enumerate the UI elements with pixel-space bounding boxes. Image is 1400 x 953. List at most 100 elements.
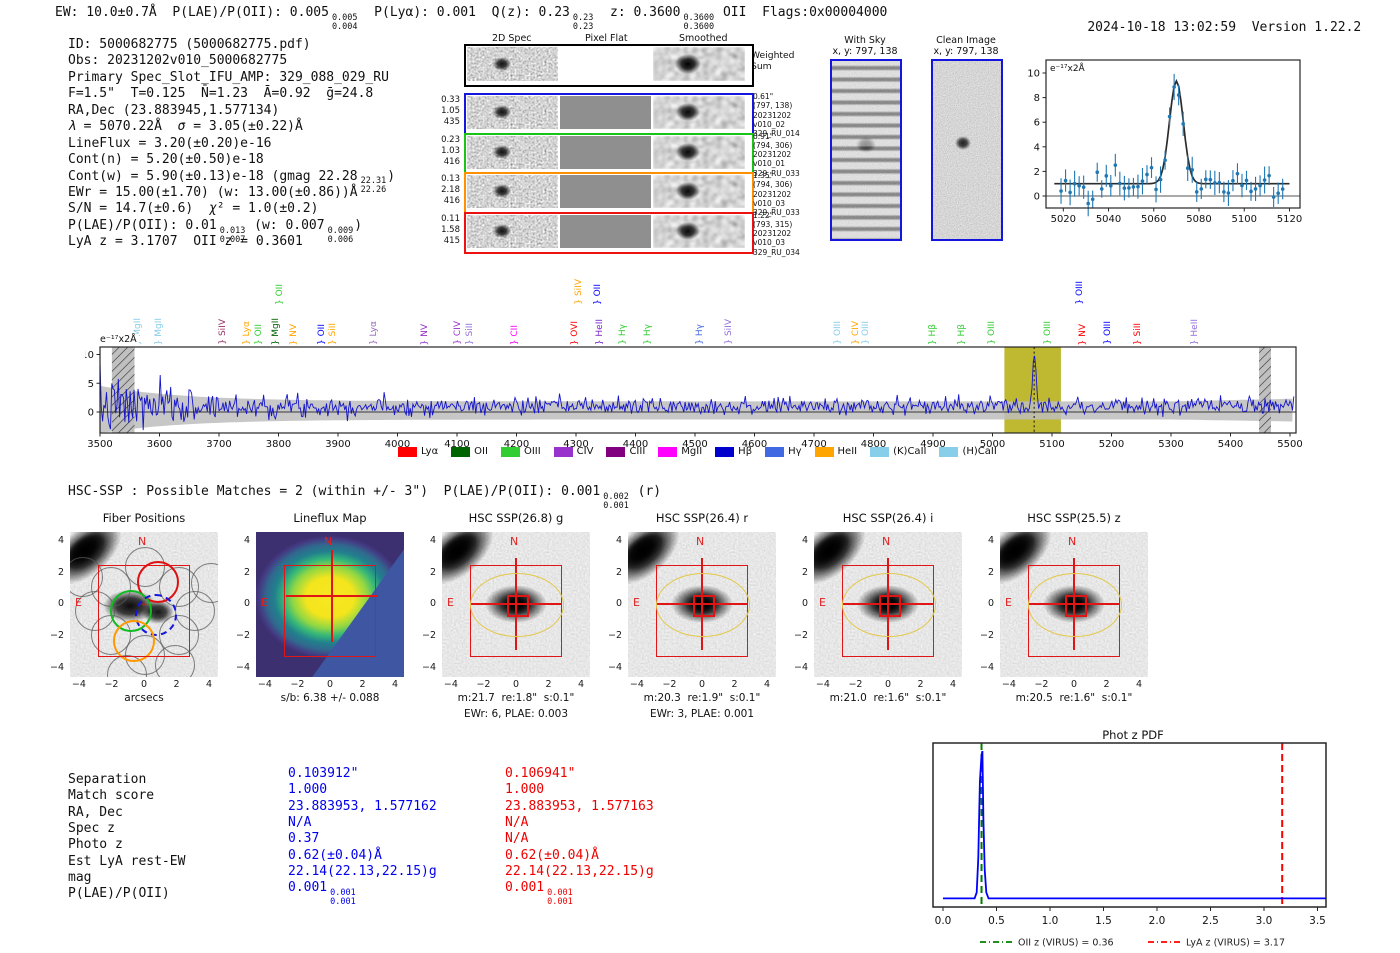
data-point — [1099, 187, 1104, 191]
emission-line-label: } Lyα — [241, 320, 252, 345]
italic-symbol: σ — [177, 119, 186, 135]
x-tick-label: 3.0 — [1256, 915, 1273, 927]
fiber-pixelflat-image — [560, 175, 651, 208]
data-point — [1185, 166, 1190, 171]
x-tick-label: 2 — [359, 679, 366, 690]
y-tick-label: 2 — [801, 566, 808, 578]
plot-frame — [99, 346, 1297, 434]
error-band — [100, 385, 1293, 433]
x-tick-label: −4 — [71, 679, 86, 690]
flat-bg — [560, 214, 651, 248]
cutout-caption: m:20.3 re:1.9" s:0.1" — [643, 692, 761, 704]
y-tick-label: −4 — [979, 662, 994, 674]
x-tick-label: −4 — [815, 679, 830, 690]
source-blob — [955, 136, 971, 150]
legend-swatch — [814, 446, 834, 457]
data-point — [1208, 177, 1213, 182]
y-tick-label: 0 — [615, 598, 622, 610]
emission-line-label: } CIV — [452, 321, 463, 345]
fraction-top: 22.31 — [360, 176, 387, 187]
legend-swatch — [715, 446, 735, 457]
info-line: EWr = 15.00(±1.70) (w: 13.00(±0.86))Å — [68, 184, 358, 200]
match-value-blue: 0.103912" — [288, 766, 359, 781]
match-row-label: mag — [68, 869, 92, 885]
fraction-top: 0.013 — [219, 225, 246, 236]
x-tick-label: 5120 — [1277, 214, 1302, 225]
pdf-curve — [943, 750, 1327, 900]
legend-label-oii: OII z (VIRUS) = 0.36 — [1018, 938, 1114, 949]
y-tick-label: 0 — [1034, 192, 1040, 203]
y-tick-label: 0 — [987, 598, 994, 610]
compass-north: N — [510, 535, 519, 548]
x-tick-label: 5500 — [1277, 439, 1302, 450]
match-value-blue: 1.000 — [288, 782, 328, 798]
spec2d-fiber-row — [464, 211, 754, 254]
match-value-red: 23.883953, 1.577163 — [505, 798, 654, 814]
y-tick-label: 4 — [243, 534, 250, 546]
data-point — [1145, 172, 1149, 177]
emission-line-label: } NV — [288, 323, 299, 345]
x-tick-label: −4 — [629, 679, 644, 690]
x-tick-label: 2 — [1103, 679, 1110, 690]
x-tick-label: 4700 — [801, 439, 826, 450]
flat-bg — [560, 175, 651, 208]
match-value-red: N/A — [505, 814, 529, 830]
weighted-2dspec-image — [467, 47, 558, 81]
data-point — [1253, 187, 1258, 191]
fraction-bottom: 0.001 — [330, 896, 356, 907]
x-tick-label: 4300 — [563, 439, 588, 450]
legend-swatch — [658, 446, 678, 457]
noise-bg — [467, 214, 558, 248]
fiber-circle — [70, 557, 103, 597]
data-point — [1095, 170, 1100, 175]
cutout-caption: s/b: 6.38 +/- 0.088 — [280, 692, 380, 704]
stacked-fraction: 0.23 0.23 — [572, 12, 594, 32]
data-point — [1176, 93, 1181, 97]
legend-swatch — [870, 446, 890, 457]
x-tick-label: 0 — [140, 679, 147, 690]
info-line: ID: 5000682775 (5000682775.pdf) — [68, 37, 311, 52]
legend-label: HeII — [837, 446, 858, 457]
legend-item: Lyα — [398, 446, 438, 457]
data-point — [1118, 181, 1122, 186]
fraction-top: 0.23 — [572, 12, 594, 23]
x-tick-label: −4 — [443, 679, 458, 690]
fiber-2dspec-image — [467, 96, 558, 129]
x-tick-label: 1.0 — [1042, 915, 1059, 927]
emission-line-label: } MgII — [153, 317, 164, 345]
header-stats: EW: 10.0±0.7Å P(LAE)/P(OII): 0.005 0.005 0… — [55, 5, 888, 32]
full-spectrum-plot: 0 5 10 3500 3600 3700 3800 3900 4000 4100 4200 4300… — [85, 346, 1303, 450]
data-point — [1163, 158, 1167, 162]
fraction-bottom: 22.26 — [360, 185, 387, 196]
data-point — [1276, 191, 1280, 196]
match-value-blue: 23.883953, 1.577162 — [288, 798, 437, 814]
gaussian-fit-curve — [1054, 78, 1290, 185]
fraction-top: 0.002 — [603, 491, 629, 502]
emission-line-label: } OII — [254, 324, 265, 345]
legend-label: Hγ — [788, 446, 802, 457]
x-tick-label: 4600 — [742, 439, 767, 450]
compass-north: N — [696, 535, 705, 548]
flat-bg — [560, 135, 651, 169]
match-value-red: 0.62(±0.04)Å — [505, 847, 599, 863]
x-tick-label: 0.5 — [988, 915, 1005, 927]
x-tick-label: 3500 — [87, 439, 112, 450]
legend-item: Hβ — [715, 446, 752, 457]
source-blob — [675, 54, 701, 74]
legend-label: (H)CaII — [962, 446, 997, 457]
info-line: Cont(w) = 5.90(±0.13)e-18 (gmag 22.28 22.… — [68, 168, 396, 196]
info-line: Cont(n) = 5.20(±0.50)e-18 — [68, 152, 264, 168]
x-tick-label: 0 — [1070, 679, 1077, 690]
y-tick-label: −2 — [235, 630, 250, 642]
data-point — [1267, 173, 1271, 178]
fraction-bottom: 0.23 — [572, 21, 594, 32]
x-tick-label: 2 — [545, 679, 552, 690]
match-value-blue: 0.62(±0.04)Å — [288, 847, 382, 863]
x-tick-label: 3700 — [206, 439, 231, 450]
flat-bg — [560, 96, 651, 129]
match-value-red: 1.000 — [505, 782, 545, 798]
center-mark: + — [140, 600, 148, 610]
data-point — [1072, 181, 1077, 186]
